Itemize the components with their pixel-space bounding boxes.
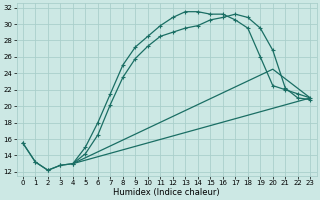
- X-axis label: Humidex (Indice chaleur): Humidex (Indice chaleur): [113, 188, 220, 197]
